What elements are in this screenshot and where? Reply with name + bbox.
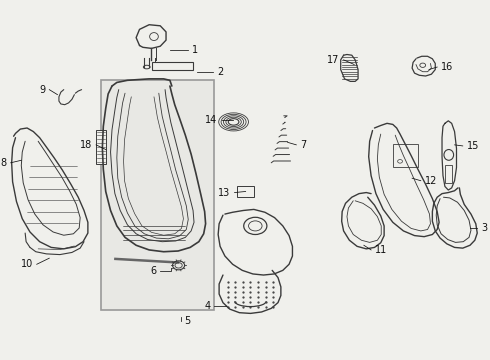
Bar [445,165,452,183]
Text: 15: 15 [466,141,479,151]
Text: 10: 10 [21,259,33,269]
Text: 1: 1 [192,45,198,55]
Text: 9: 9 [39,85,46,95]
Bar [96,130,106,164]
Text: 6: 6 [150,266,156,276]
Text: 5: 5 [184,316,191,325]
Text: 11: 11 [375,245,387,255]
Text: 14: 14 [205,115,218,125]
Text: 13: 13 [219,188,231,198]
Bar [238,186,254,197]
Bar [101,80,214,310]
Text: 4: 4 [204,301,210,311]
Text: 16: 16 [441,62,453,72]
Text: 3: 3 [481,224,487,233]
Bar [151,62,193,69]
Bar [393,144,418,167]
Text: 18: 18 [80,140,92,150]
Text: 12: 12 [425,176,437,186]
Text: 8: 8 [0,158,7,168]
Text: 2: 2 [217,67,223,77]
Text: 7: 7 [300,140,306,150]
Text: 17: 17 [327,55,340,65]
